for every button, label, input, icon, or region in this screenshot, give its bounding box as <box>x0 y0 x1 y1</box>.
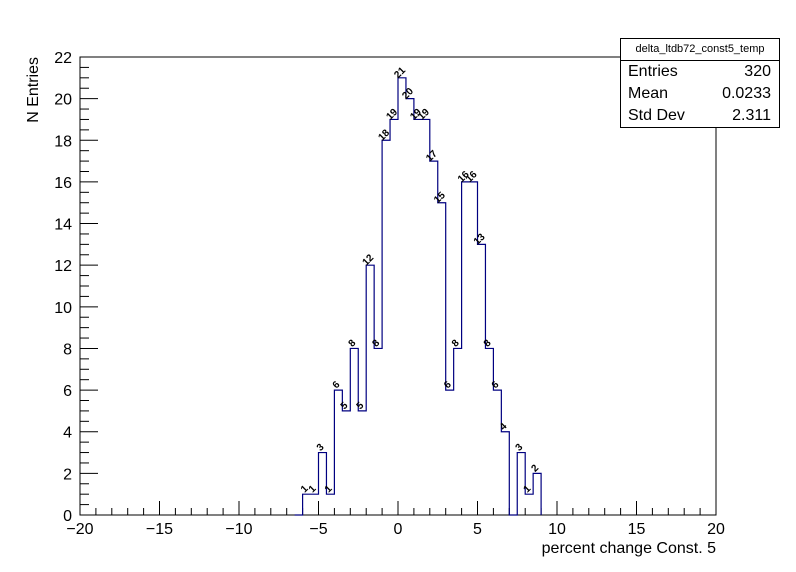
y-tick-label: 14 <box>54 217 72 234</box>
stats-mean-value: 0.0233 <box>722 85 771 102</box>
y-tick-label: 6 <box>63 383 72 400</box>
x-tick-label: 20 <box>707 521 725 538</box>
y-tick-label: 0 <box>63 508 72 525</box>
bin-count-label: 8 <box>371 338 383 350</box>
bin-count-label: 2 <box>530 462 542 474</box>
x-tick-label: −20 <box>66 521 93 538</box>
histogram-outline <box>294 77 542 516</box>
stats-row-entries: Entries 320 <box>621 61 779 83</box>
x-tick-label: 0 <box>394 521 403 538</box>
x-axis-label: percent change Const. 5 <box>542 540 716 557</box>
bin-count-label: 1 <box>323 483 335 495</box>
y-tick-label: 18 <box>54 133 72 150</box>
y-tick-label: 8 <box>63 341 72 358</box>
x-tick-label: 10 <box>548 521 566 538</box>
stats-row-mean: Mean 0.0233 <box>621 83 779 105</box>
stats-mean-label: Mean <box>628 85 669 102</box>
bin-count-label: 6 <box>331 379 343 391</box>
y-tick-label: 20 <box>54 92 72 109</box>
stats-title: delta_ltdb72_const5_temp <box>621 39 779 61</box>
y-tick-label: 22 <box>54 50 72 67</box>
stats-row-stddev: Std Dev 2.311 <box>621 105 779 127</box>
bin-count-label: 4 <box>498 421 510 433</box>
stats-box: delta_ltdb72_const5_temp Entries 320 Mea… <box>620 38 780 128</box>
y-tick-label: 16 <box>54 175 72 192</box>
x-tick-label: −10 <box>225 521 252 538</box>
y-tick-label: 2 <box>63 466 72 483</box>
x-tick-label: 5 <box>473 521 482 538</box>
y-tick-label: 4 <box>63 425 72 442</box>
bin-count-label: 6 <box>490 379 502 391</box>
x-tick-label: 15 <box>628 521 646 538</box>
stats-stddev-value: 2.311 <box>732 107 771 124</box>
bin-count-label: 3 <box>315 442 327 454</box>
y-tick-label: 10 <box>54 300 72 317</box>
bin-count-label: 3 <box>514 442 526 454</box>
stats-stddev-label: Std Dev <box>628 107 685 124</box>
x-tick-label: −5 <box>309 521 327 538</box>
bin-count-label: 5 <box>355 400 367 412</box>
bin-count-label: 1 <box>522 483 534 495</box>
stats-entries-value: 320 <box>744 63 771 80</box>
bin-count-label: 8 <box>347 338 359 350</box>
bin-count-label: 1 <box>307 483 319 495</box>
x-tick-label: −15 <box>146 521 173 538</box>
y-axis-label: N Entries <box>25 57 42 123</box>
bin-count-label: 8 <box>450 338 462 350</box>
y-tick-label: 12 <box>54 258 72 275</box>
bin-count-label: 5 <box>339 400 351 412</box>
bin-count-label: 6 <box>442 379 454 391</box>
bin-count-label: 8 <box>482 338 494 350</box>
stats-entries-label: Entries <box>628 63 678 80</box>
